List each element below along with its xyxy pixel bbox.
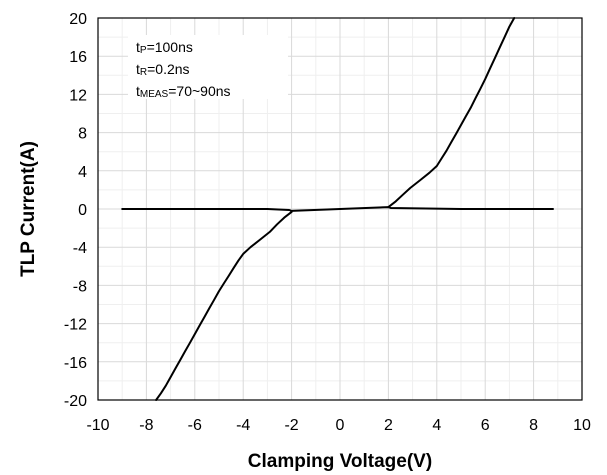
y-tick-label: 20 [69, 11, 87, 28]
y-tick-label: 4 [78, 164, 87, 181]
x-tick-label: 2 [384, 417, 393, 434]
annotation-tr: tR=0.2ns [136, 61, 190, 78]
x-tick-label: 10 [573, 417, 591, 434]
x-axis-title: Clamping Voltage(V) [248, 451, 432, 472]
y-tick-label: -8 [73, 278, 87, 295]
y-tick-label: 8 [78, 126, 87, 143]
x-tick-label: -4 [236, 417, 250, 434]
y-axis-title: TLP Current(A) [18, 141, 39, 277]
y-tick-label: 12 [69, 87, 87, 104]
y-tick-label: -12 [64, 317, 87, 334]
series-line-3 [155, 210, 293, 401]
series-line-2 [387, 17, 516, 209]
y-tick-label: 16 [69, 49, 87, 66]
test-conditions-box-background [128, 35, 288, 99]
x-tick-label: 0 [336, 417, 345, 434]
x-tick-labels: -10 -8 -6 -4 -2 0 2 4 6 8 10 [86, 417, 591, 434]
data-series [121, 17, 554, 401]
y-tick-labels: -20 -16 -12 -8 -4 0 4 8 12 16 20 [64, 11, 87, 410]
series-line-1 [121, 206, 554, 212]
x-tick-label: 6 [481, 417, 490, 434]
annotation-tp: tP=100ns [136, 39, 193, 56]
y-tick-label: 0 [78, 202, 87, 219]
x-tick-label: 4 [432, 417, 441, 434]
x-tick-label: -6 [188, 417, 202, 434]
y-tick-label: -16 [64, 355, 87, 372]
x-tick-label: -2 [284, 417, 298, 434]
x-tick-label: -8 [139, 417, 153, 434]
x-tick-label: 8 [529, 417, 538, 434]
x-tick-label: -10 [86, 417, 109, 434]
y-tick-label: -4 [73, 240, 87, 257]
test-conditions-box: tP=100ns tR=0.2ns tMEAS=70~90ns [128, 35, 288, 100]
plot-area-frame [97, 17, 583, 401]
y-tick-label: -20 [64, 393, 87, 410]
annotation-tmeas: tMEAS=70~90ns [136, 83, 231, 100]
